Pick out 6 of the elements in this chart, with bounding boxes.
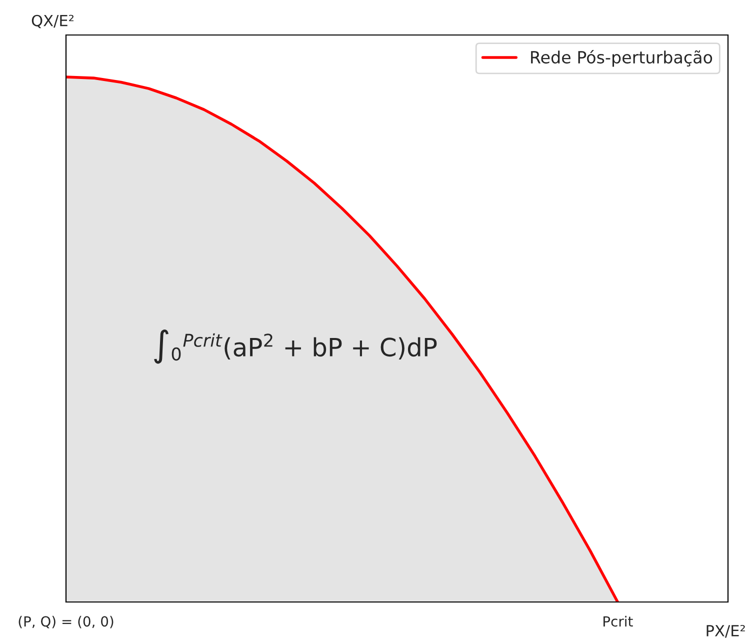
y-axis-title: QX/E² <box>32 14 74 28</box>
legend-label: Rede Pós-perturbação <box>531 50 712 67</box>
annotation: ∫$_{0}$$^{Pcrit}$(aP$^{2}$ + bP + C)dP <box>154 329 437 364</box>
x-tick-label: (P, Q) = (0, 0) <box>18 616 114 628</box>
x-tick-label: Pcrit <box>604 616 633 627</box>
x-axis-title: PX/E² <box>706 624 745 638</box>
